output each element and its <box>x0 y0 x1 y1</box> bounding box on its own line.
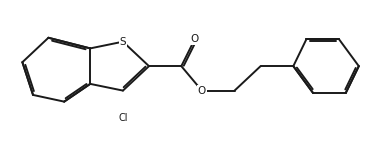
Text: O: O <box>198 86 206 96</box>
Text: S: S <box>120 37 126 47</box>
Text: O: O <box>191 34 199 44</box>
Text: Cl: Cl <box>118 113 128 123</box>
